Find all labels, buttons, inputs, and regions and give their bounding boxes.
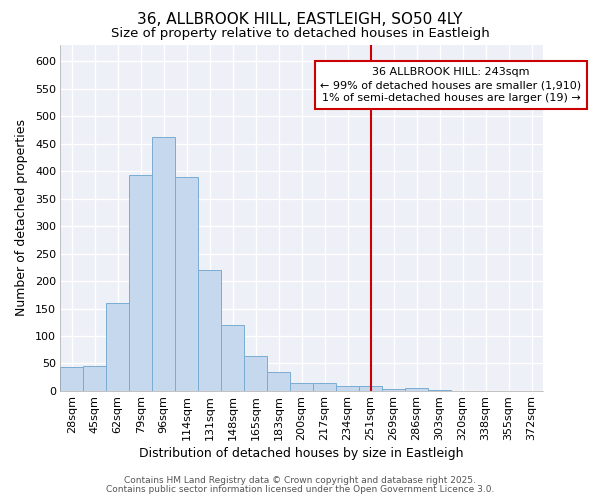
Bar xyxy=(382,388,405,391)
Bar xyxy=(152,136,175,391)
Bar xyxy=(244,356,267,391)
Bar xyxy=(198,270,221,391)
Bar xyxy=(405,388,428,391)
Bar xyxy=(359,386,382,391)
Bar xyxy=(175,177,198,391)
Bar xyxy=(336,386,359,391)
X-axis label: Distribution of detached houses by size in Eastleigh: Distribution of detached houses by size … xyxy=(139,447,464,460)
Bar xyxy=(221,325,244,391)
Bar xyxy=(428,390,451,391)
Y-axis label: Number of detached properties: Number of detached properties xyxy=(15,120,28,316)
Bar xyxy=(267,372,290,391)
Text: Contains public sector information licensed under the Open Government Licence 3.: Contains public sector information licen… xyxy=(106,484,494,494)
Text: 36 ALLBROOK HILL: 243sqm
← 99% of detached houses are smaller (1,910)
1% of semi: 36 ALLBROOK HILL: 243sqm ← 99% of detach… xyxy=(320,67,581,104)
Bar xyxy=(106,303,129,391)
Bar xyxy=(60,366,83,391)
Bar xyxy=(290,383,313,391)
Bar xyxy=(83,366,106,391)
Text: Contains HM Land Registry data © Crown copyright and database right 2025.: Contains HM Land Registry data © Crown c… xyxy=(124,476,476,485)
Text: Size of property relative to detached houses in Eastleigh: Size of property relative to detached ho… xyxy=(110,28,490,40)
Text: 36, ALLBROOK HILL, EASTLEIGH, SO50 4LY: 36, ALLBROOK HILL, EASTLEIGH, SO50 4LY xyxy=(137,12,463,28)
Bar xyxy=(313,383,336,391)
Bar xyxy=(129,175,152,391)
